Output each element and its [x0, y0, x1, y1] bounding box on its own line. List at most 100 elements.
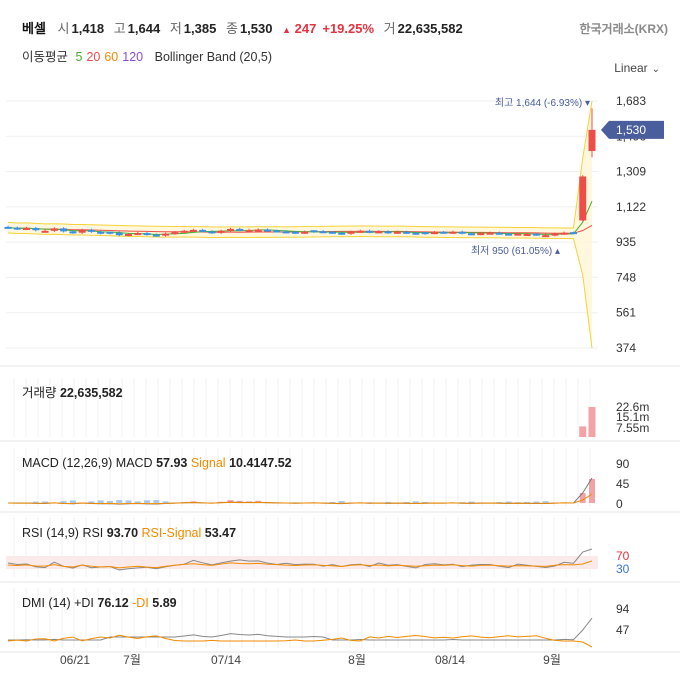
- bollinger-upper: [7, 100, 593, 229]
- y-tick-label: 748: [616, 270, 636, 284]
- y-tick-label: 561: [616, 306, 636, 320]
- candle-body: [171, 232, 179, 235]
- macd-histogram-bar: [116, 500, 123, 503]
- volume-tick-label: 22.6m: [616, 400, 649, 414]
- candle-body: [189, 229, 197, 232]
- candle-body: [523, 234, 531, 237]
- macd-histogram-bar: [496, 502, 503, 503]
- macd-histogram-bar: [69, 500, 76, 503]
- candle-body: [264, 229, 272, 232]
- high-value: 1,644: [127, 21, 161, 36]
- close-label: 종: [225, 21, 238, 36]
- candle-body: [569, 232, 577, 235]
- macd-histogram-bar: [385, 501, 392, 503]
- candle-body: [41, 230, 49, 233]
- indicator-tick-label: 94: [616, 602, 630, 616]
- candle-body: [254, 229, 262, 232]
- indicator-tick-label: 0: [616, 497, 623, 511]
- macd-histogram-bar: [329, 501, 336, 503]
- change-pct: +19.25%: [322, 21, 375, 36]
- macd-histogram-bar: [338, 501, 345, 503]
- y-tick-label: 1,122: [616, 200, 646, 214]
- candle-body: [486, 232, 494, 235]
- macd-histogram-bar: [505, 501, 512, 503]
- rsi-title: RSI (14,9) RSI 93.70 RSI-Signal 53.47: [22, 526, 236, 540]
- rsi-signal-line: [7, 560, 593, 569]
- scale-select[interactable]: Linear ⌄: [614, 61, 660, 75]
- ma5-label: 5: [75, 50, 83, 64]
- volume-tick-label: 15.1m: [616, 410, 649, 424]
- macd-line: [7, 477, 593, 505]
- candle-body: [458, 231, 466, 234]
- x-tick-label: 06/21: [60, 653, 90, 667]
- x-tick-label: 07/14: [211, 653, 241, 667]
- candle-body: [440, 231, 448, 234]
- candle-body: [87, 229, 95, 232]
- macd-histogram-bar: [88, 501, 95, 503]
- candle-body: [32, 227, 40, 231]
- volume-value: 22,635,582: [397, 21, 463, 36]
- candle-body: [115, 232, 123, 236]
- x-tick-label: 08/14: [435, 653, 465, 667]
- indicator-tick-label: 45: [616, 477, 630, 491]
- stock-name: 베셀: [22, 21, 46, 36]
- volume-label: 거: [383, 21, 396, 36]
- candle-body: [551, 233, 559, 236]
- candle-body: [430, 232, 438, 235]
- open-label: 시: [57, 21, 70, 36]
- candle-body: [301, 231, 309, 234]
- ma120-label: 120: [122, 50, 144, 64]
- macd-histogram-bar: [60, 501, 67, 503]
- candle-body: [514, 233, 522, 236]
- candle-body: [208, 231, 216, 234]
- ma-legend[interactable]: 이동평균 5 20 60 120 Bollinger Band (20,5): [22, 46, 276, 65]
- macd-histogram-bar: [366, 502, 373, 503]
- macd-signal-line: [7, 493, 593, 505]
- candle-body: [236, 228, 244, 231]
- candle-body: [310, 230, 318, 233]
- current-price-tag: [601, 120, 664, 139]
- x-tick-label: 8월: [348, 653, 366, 667]
- macd-histogram-bar: [579, 493, 586, 503]
- rsi-tick-label: 70: [616, 549, 630, 563]
- candle-body: [282, 231, 290, 234]
- candle-body: [291, 231, 299, 234]
- candle-body: [328, 231, 336, 234]
- candle-body: [477, 233, 485, 236]
- volume-tick-label: 7.55m: [616, 421, 649, 435]
- macd-histogram-bar: [459, 502, 466, 503]
- candle-body: [50, 228, 58, 231]
- macd-histogram-bar: [162, 501, 169, 503]
- quote-header: 베셀 시 1,418 고 1,644 저 1,385 종 1,530 ▲ 247 +19.…: [22, 18, 469, 37]
- macd-histogram-bar: [97, 500, 104, 503]
- macd-histogram-bar: [153, 500, 160, 503]
- minus-di-line: [7, 634, 593, 648]
- candle-body: [393, 231, 401, 234]
- chevron-down-icon: ⌄: [651, 64, 660, 75]
- macd-title: MACD (12,26,9) MACD 57.93 Signal 10.4147…: [22, 456, 292, 470]
- macd-histogram-bar: [106, 501, 113, 503]
- candle-body: [532, 233, 540, 236]
- candle-body: [319, 231, 327, 234]
- up-arrow-icon: ▲: [282, 25, 292, 35]
- scale-select-value: Linear: [614, 61, 648, 75]
- macd-histogram-bar: [134, 501, 141, 503]
- macd-histogram-bar: [524, 501, 531, 503]
- candle-body: [542, 235, 550, 238]
- candle-body: [4, 226, 12, 229]
- high-label: 고: [113, 21, 126, 36]
- macd-histogram-bar: [533, 501, 540, 503]
- candle-body: [384, 231, 392, 234]
- y-tick-label: 1,683: [616, 94, 646, 108]
- volume-bar: [579, 426, 587, 437]
- bollinger-label: Bollinger Band (20,5): [154, 50, 273, 64]
- candle-body: [245, 230, 253, 233]
- macd-histogram-bar: [589, 479, 595, 503]
- y-tick-label: 1,309: [616, 165, 646, 179]
- rsi-tick-label: 30: [616, 562, 630, 576]
- current-price-value: 1,530: [616, 123, 646, 137]
- candle-body: [106, 231, 114, 234]
- candle-body: [134, 233, 142, 236]
- low-note: 최저 950 (61.05%) ▴: [471, 245, 560, 257]
